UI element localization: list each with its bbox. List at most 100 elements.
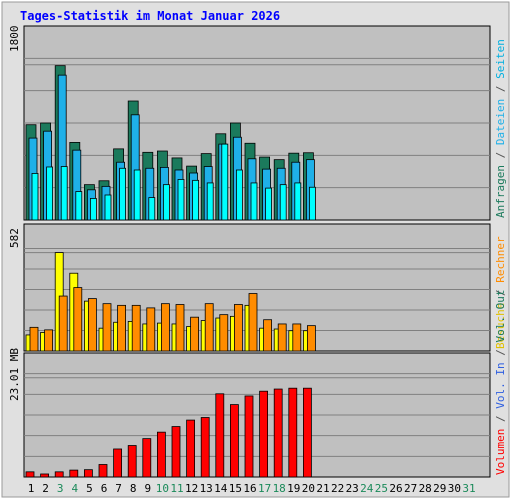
bar-seiten-4 (75, 191, 83, 221)
bar-rechner-15 (233, 304, 243, 352)
bar-seiten-15 (235, 169, 243, 221)
x-tick-label-10: 10 (156, 482, 169, 495)
series-legend: Anfragen / Dateien / Seiten (494, 39, 507, 218)
series-legend: Besuche / Rechner (494, 236, 507, 349)
bar-volumen-9 (142, 438, 152, 478)
x-tick-label-31: 31 (462, 482, 475, 495)
bar-rechner-14 (219, 314, 229, 352)
x-tick-label-29: 29 (433, 482, 446, 495)
bar-volumen-10 (156, 431, 166, 478)
bar-seiten-16 (250, 182, 258, 221)
bar-seiten-3 (60, 166, 68, 221)
panel-mid: 582 Besuche / Rechner (8, 223, 507, 352)
legend-part-0: Volumen (494, 429, 507, 475)
bar-rechner-6 (102, 303, 112, 352)
y-max-label: 23.01 MB (8, 348, 21, 401)
legend-part-3: / (494, 79, 507, 99)
bar-seiten-11 (177, 179, 185, 221)
bar-rechner-17 (263, 319, 273, 352)
bar-volumen-17 (259, 390, 269, 478)
bar-volumen-16 (244, 395, 254, 478)
bar-volumen-7 (113, 448, 122, 478)
bar-rechner-9 (146, 307, 156, 352)
x-tick-label-19: 19 (287, 482, 300, 495)
bar-volumen-19 (288, 387, 298, 478)
bar-rechner-18 (277, 323, 287, 352)
x-tick-label-17: 17 (258, 482, 271, 495)
legend-part-1: / (494, 409, 507, 429)
bar-rechner-2 (44, 329, 53, 352)
bar-rechner-12 (190, 316, 200, 352)
x-tick-label-22: 22 (331, 482, 344, 495)
y-max-label: 1800 (8, 26, 21, 53)
panels-layer: 1800 Anfragen / Dateien / Seiten 582 Besuch… (8, 25, 507, 478)
bar-seiten-1 (31, 173, 39, 221)
x-tick-label-12: 12 (185, 482, 198, 495)
x-tick-label-5: 5 (86, 482, 93, 495)
bar-volumen-1 (25, 471, 35, 478)
bar-volumen-5 (84, 469, 93, 478)
bar-seiten-10 (162, 184, 170, 221)
bar-volumen-4 (69, 469, 79, 478)
x-tick-label-21: 21 (316, 482, 329, 495)
legend-part-2: Rechner (494, 236, 507, 283)
x-tick-label-30: 30 (448, 482, 461, 495)
bar-rechner-11 (175, 304, 185, 352)
bar-seiten-5 (90, 198, 97, 221)
legend-part-0: Anfragen (494, 165, 507, 218)
x-tick-label-16: 16 (243, 482, 256, 495)
x-tick-label-14: 14 (214, 482, 228, 495)
bar-volumen-8 (127, 445, 137, 478)
bar-rechner-16 (248, 293, 258, 352)
bar-rechner-13 (204, 303, 214, 352)
bar-seiten-13 (206, 182, 214, 221)
y-max-label: 582 (8, 228, 21, 248)
bar-seiten-17 (265, 187, 273, 221)
x-tick-label-6: 6 (101, 482, 108, 495)
x-tick-label-20: 20 (302, 482, 315, 495)
x-tick-label-15: 15 (229, 482, 242, 495)
legend-part-1: / (494, 145, 507, 165)
bar-volumen-12 (186, 419, 196, 478)
legend-part-2: Vol. In (494, 362, 507, 408)
bar-seiten-18 (279, 184, 287, 221)
bar-seiten-7 (119, 167, 126, 221)
chart-title: Tages-Statistik im Monat Januar 2026 (20, 9, 280, 23)
x-tick-label-26: 26 (389, 482, 402, 495)
x-tick-label-28: 28 (419, 482, 432, 495)
bar-seiten-6 (104, 194, 112, 221)
bar-rechner-10 (160, 303, 170, 352)
bar-seiten-2 (46, 166, 53, 221)
x-tick-label-1: 1 (28, 482, 35, 495)
x-tick-label-25: 25 (375, 482, 388, 495)
bar-rechner-8 (131, 304, 141, 352)
legend-part-0: Besuche (494, 303, 507, 349)
bar-volumen-14 (215, 393, 225, 478)
x-tick-label-27: 27 (404, 482, 417, 495)
panel-bottom: 23.01 MB Volumen / Vol. In / Vol. Out (8, 290, 507, 478)
legend-part-2: Dateien (494, 99, 507, 145)
x-tick-label-2: 2 (42, 482, 49, 495)
legend-part-4: Vol. Out (494, 290, 507, 343)
bar-rechner-5 (88, 298, 97, 352)
bar-volumen-11 (171, 426, 181, 478)
bar-volumen-6 (98, 464, 108, 478)
x-tick-label-23: 23 (346, 482, 359, 495)
bar-volumen-20 (302, 387, 312, 478)
x-axis: 1 2 3 4 5 6 7 8 9 10 11 12 13 14 15 16 17 18 19 20 21 22 23 24 2… (28, 482, 476, 495)
bar-rechner-3 (58, 295, 68, 352)
x-tick-label-3: 3 (57, 482, 64, 495)
legend-part-4: Seiten (494, 39, 507, 79)
panel-top: 1800 Anfragen / Dateien / Seiten (8, 25, 507, 221)
bar-volumen-15 (229, 404, 239, 478)
bar-seiten-9 (148, 197, 156, 221)
bar-rechner-1 (29, 326, 39, 352)
legend-part-3: / (494, 343, 507, 363)
bar-rechner-4 (73, 287, 83, 352)
bar-volumen-13 (200, 417, 210, 478)
bar-seiten-19 (294, 182, 302, 221)
x-tick-label-13: 13 (200, 482, 213, 495)
x-tick-label-4: 4 (71, 482, 78, 495)
